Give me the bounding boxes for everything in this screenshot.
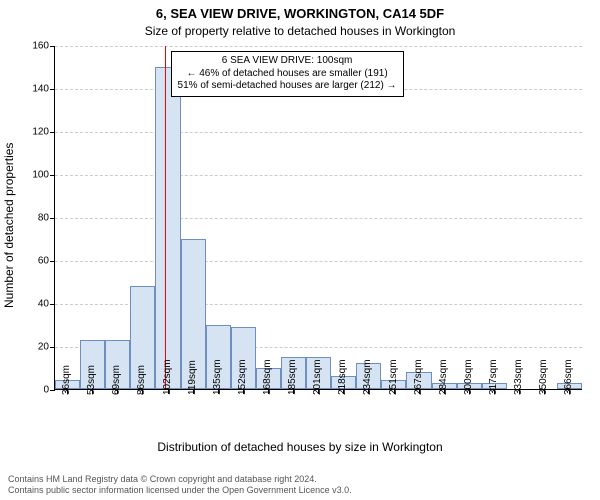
x-tick-label: 135sqm (212, 359, 223, 395)
x-tick-label: 300sqm (463, 359, 474, 395)
histogram-bar (155, 67, 180, 390)
x-tick-label: 267sqm (413, 359, 424, 395)
chart-title: 6, SEA VIEW DRIVE, WORKINGTON, CA14 5DF (0, 6, 600, 21)
x-tick-label: 366sqm (563, 359, 574, 395)
x-tick-label: 168sqm (262, 359, 273, 395)
plot-frame: 02040608010012014016036sqm53sqm69sqm86sq… (54, 46, 582, 390)
x-tick-label: 317sqm (488, 359, 499, 395)
x-tick-label: 185sqm (287, 359, 298, 395)
x-tick-label: 251sqm (388, 359, 399, 395)
chart-subtitle: Size of property relative to detached ho… (0, 24, 600, 38)
gridline (55, 261, 582, 262)
plot-area: 02040608010012014016036sqm53sqm69sqm86sq… (54, 46, 582, 390)
x-tick-label: 201sqm (312, 359, 323, 395)
gridline (55, 46, 582, 47)
x-tick-label: 36sqm (61, 365, 72, 395)
x-tick-label: 102sqm (162, 359, 173, 395)
y-axis-label: Number of detached properties (2, 143, 16, 308)
annotation-line-2: ← 46% of detached houses are smaller (19… (178, 68, 397, 81)
y-tick-label: 0 (43, 385, 55, 396)
gridline (55, 218, 582, 219)
x-tick-label: 86sqm (136, 365, 147, 395)
marker-line (165, 46, 166, 389)
y-tick-label: 120 (32, 127, 55, 138)
y-tick-label: 140 (32, 84, 55, 95)
x-tick-label: 119sqm (187, 360, 198, 395)
gridline (55, 175, 582, 176)
x-tick-label: 218sqm (337, 359, 348, 395)
y-tick-label: 80 (38, 213, 55, 224)
footer-line-1: Contains HM Land Registry data © Crown c… (8, 474, 352, 485)
y-tick-label: 60 (38, 256, 55, 267)
y-tick-label: 40 (38, 299, 55, 310)
x-tick-label: 284sqm (438, 359, 449, 395)
gridline (55, 132, 582, 133)
x-tick-label: 69sqm (111, 365, 122, 395)
x-tick-label: 350sqm (538, 359, 549, 395)
y-tick-label: 100 (32, 170, 55, 181)
annotation-line-1: 6 SEA VIEW DRIVE: 100sqm (178, 55, 397, 68)
footer-attribution: Contains HM Land Registry data © Crown c… (8, 474, 352, 496)
x-tick-label: 53sqm (86, 365, 97, 395)
x-tick-label: 234sqm (362, 359, 373, 395)
annotation-box: 6 SEA VIEW DRIVE: 100sqm← 46% of detache… (171, 51, 404, 97)
y-tick-label: 160 (32, 41, 55, 52)
y-tick-label: 20 (38, 342, 55, 353)
footer-line-2: Contains public sector information licen… (8, 485, 352, 496)
x-tick-label: 333sqm (513, 359, 524, 395)
x-axis-label: Distribution of detached houses by size … (0, 440, 600, 454)
annotation-line-3: 51% of semi-detached houses are larger (… (178, 80, 397, 93)
x-tick-label: 152sqm (237, 359, 248, 395)
